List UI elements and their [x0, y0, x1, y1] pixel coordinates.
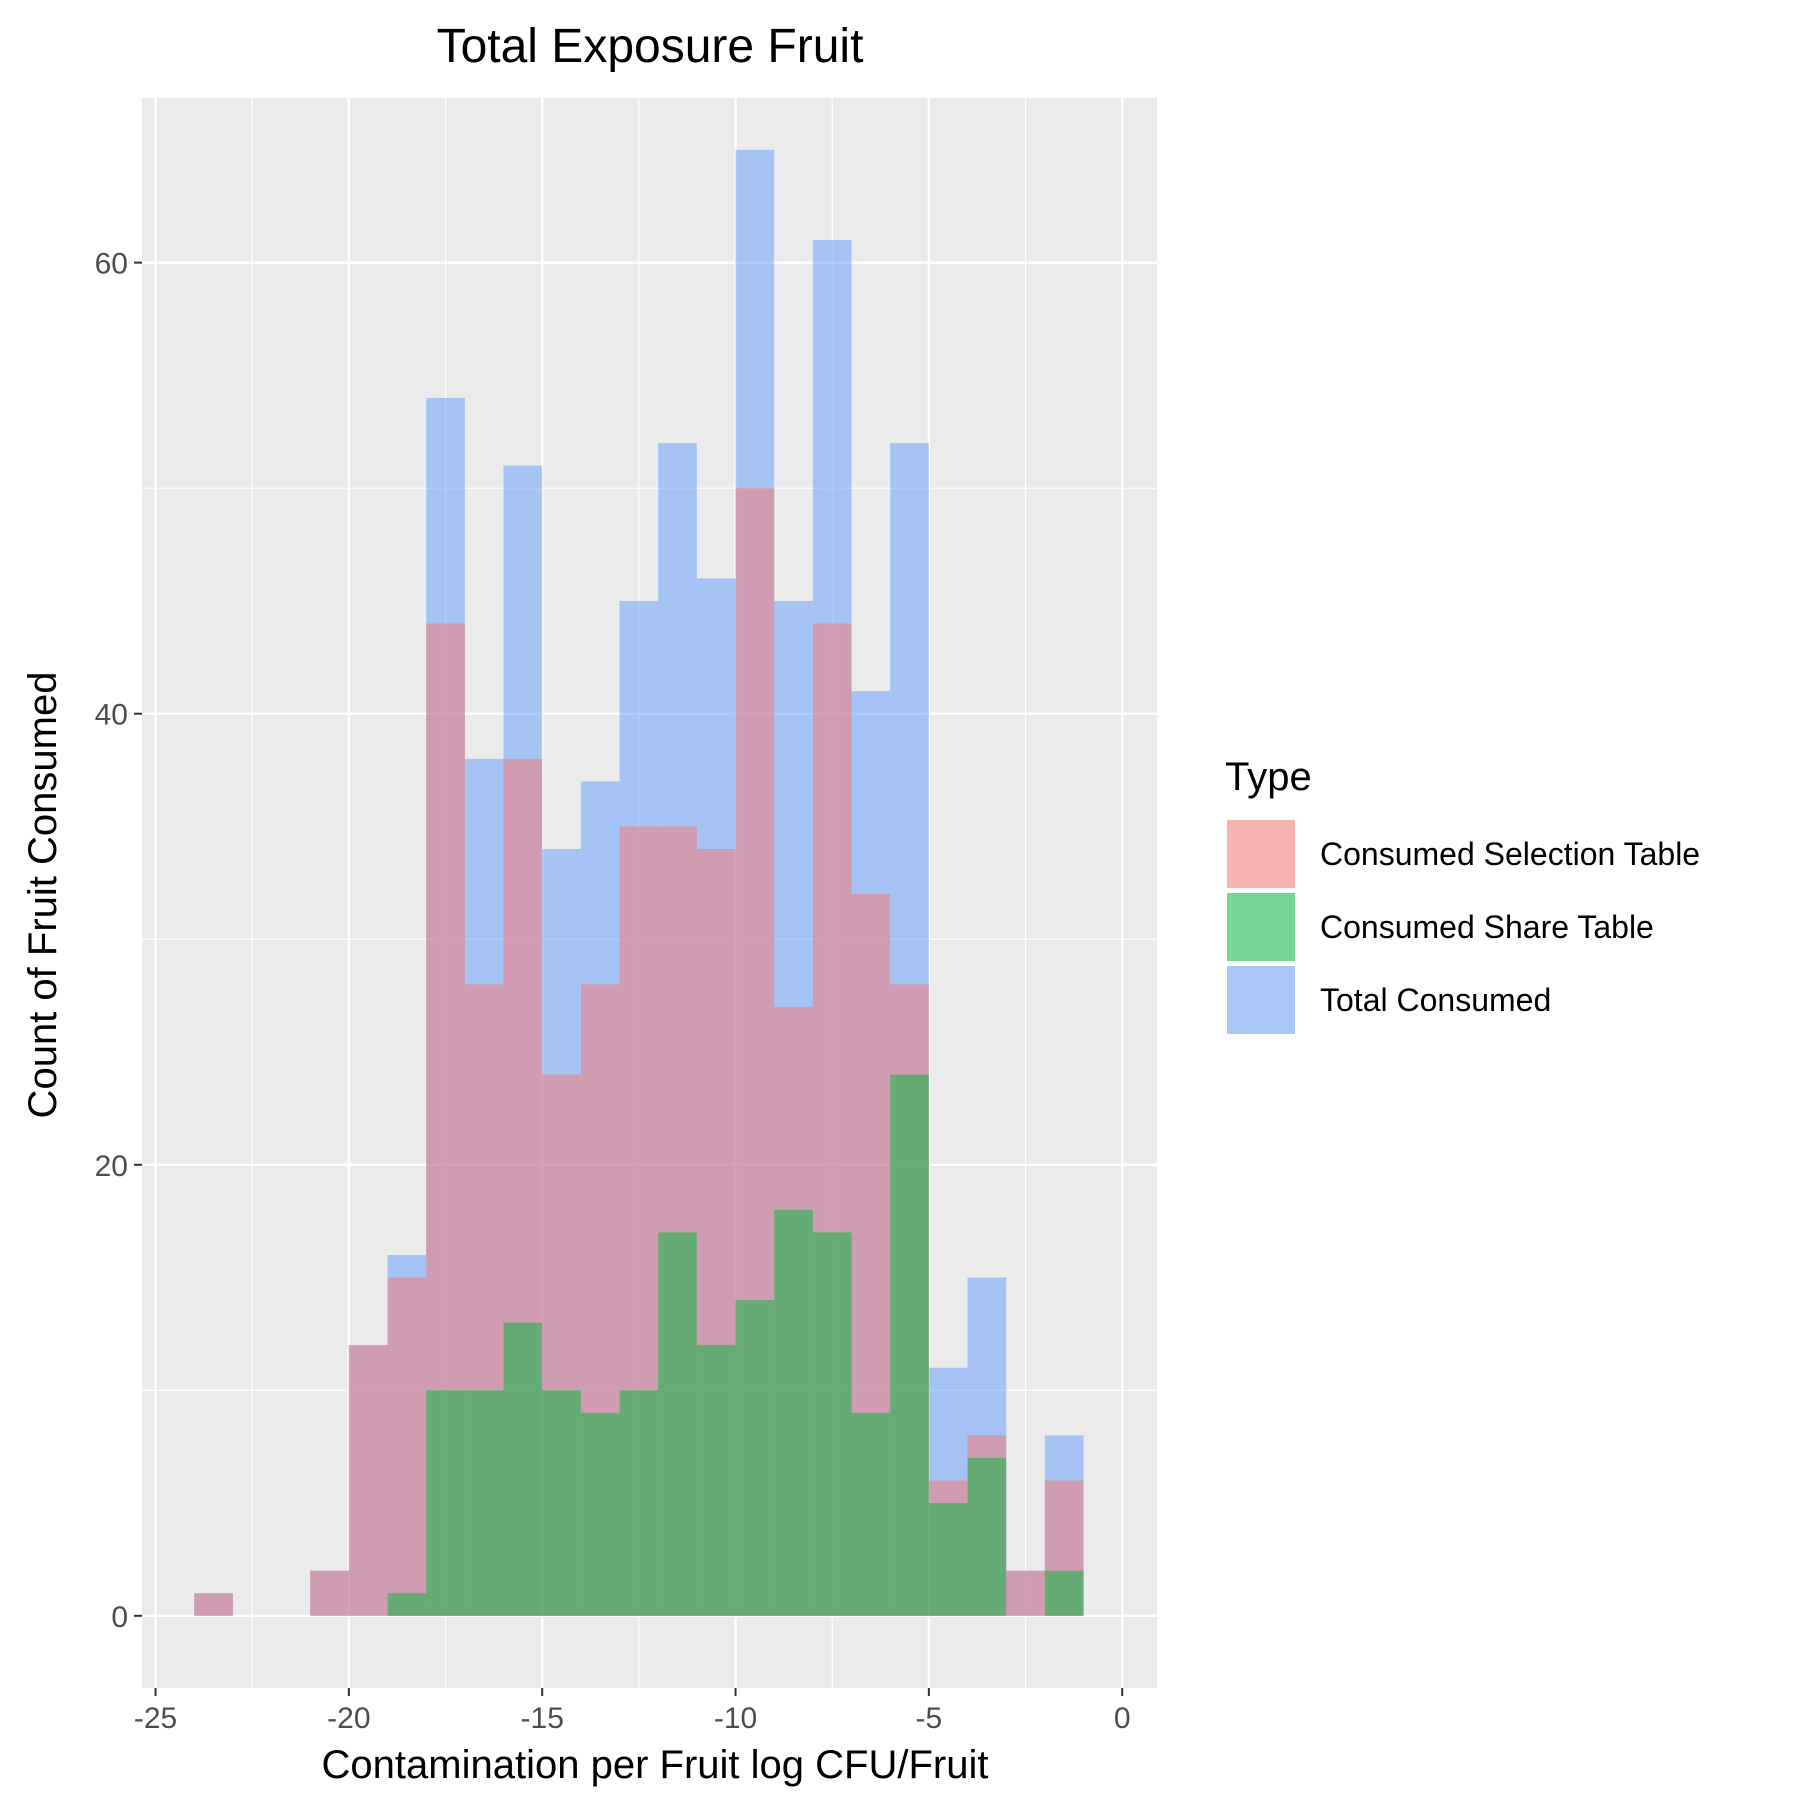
histogram-bar: [735, 1300, 775, 1616]
histogram-bar: [967, 1457, 1007, 1616]
x-tick-label: -20: [327, 1702, 370, 1735]
histogram-bar: [387, 1277, 427, 1616]
histogram-bar: [194, 1593, 233, 1616]
legend: Type Consumed Selection Table Consumed Sh…: [1225, 755, 1700, 1034]
histogram-bar: [464, 1390, 504, 1616]
x-tick-label: -5: [916, 1702, 943, 1735]
bars: [194, 149, 1084, 1616]
histogram-bar: [890, 1074, 929, 1616]
histogram-bar: [812, 1232, 852, 1616]
histogram-bar: [503, 1322, 543, 1616]
histogram-bar: [580, 1412, 620, 1616]
series-consumed-share-table: [387, 1074, 1084, 1616]
histogram-bar: [542, 1390, 581, 1616]
y-axis: 0 20 40 60: [95, 248, 142, 1634]
x-tick-label: -25: [134, 1702, 177, 1735]
histogram-bar: [310, 1570, 349, 1616]
legend-swatch: [1227, 820, 1295, 888]
histogram-bar: [387, 1593, 427, 1616]
x-axis: -25 -20 -15 -10 -5 0: [134, 1688, 1131, 1735]
legend-swatch: [1227, 966, 1295, 1034]
legend-label: Consumed Selection Table: [1320, 836, 1700, 872]
legend-label: Total Consumed: [1320, 982, 1551, 1018]
y-tick-label: 60: [95, 248, 128, 281]
y-tick-label: 20: [95, 1150, 128, 1183]
histogram-bar: [928, 1503, 968, 1616]
histogram-bar: [1006, 1570, 1045, 1616]
histogram-bar: [426, 1390, 465, 1616]
y-axis-title: Count of Fruit Consumed: [21, 672, 65, 1119]
x-tick-label: -15: [521, 1702, 564, 1735]
histogram-bar: [696, 1345, 736, 1616]
histogram-bar: [619, 1390, 659, 1616]
x-tick-label: -10: [714, 1702, 757, 1735]
y-tick-label: 40: [95, 699, 128, 732]
legend-title: Type: [1225, 755, 1312, 799]
legend-label: Consumed Share Table: [1320, 909, 1654, 945]
x-tick-label: 0: [1114, 1702, 1131, 1735]
histogram-bar: [774, 1209, 813, 1616]
legend-swatch: [1227, 893, 1295, 961]
histogram-bar: [348, 1345, 388, 1616]
chart-title: Total Exposure Fruit: [437, 20, 864, 73]
histogram-bar: [658, 1232, 697, 1616]
x-axis-title: Contamination per Fruit log CFU/Fruit: [322, 1743, 989, 1787]
histogram-bar: [851, 1412, 891, 1616]
y-tick-label: 0: [111, 1601, 128, 1634]
histogram-bar: [1044, 1570, 1084, 1616]
